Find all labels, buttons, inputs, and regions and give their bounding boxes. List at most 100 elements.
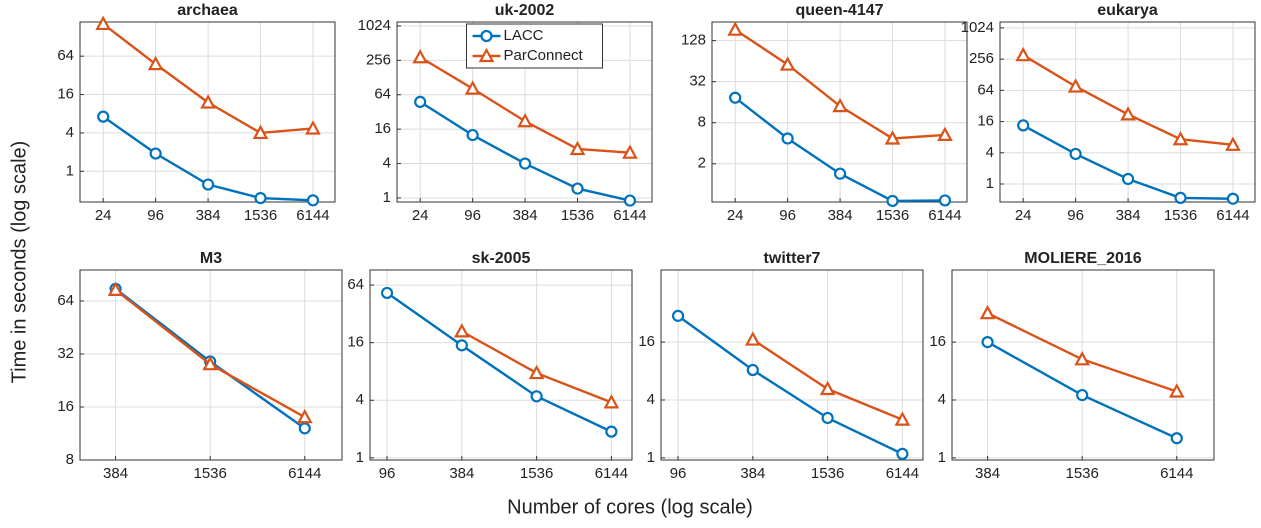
marker xyxy=(1067,78,1084,93)
x-tick-label: 24 xyxy=(95,207,112,224)
x-tick-label: 1536 xyxy=(876,207,909,224)
marker xyxy=(1121,172,1135,186)
y-tick-label: 4 xyxy=(986,144,994,161)
axes-frame xyxy=(951,269,1215,461)
y-tick-label: 32 xyxy=(689,73,706,90)
y-tick-label: 64 xyxy=(347,276,364,293)
x-tick-label: 6144 xyxy=(1160,465,1193,482)
marker xyxy=(886,194,899,208)
y-tick-label: 256 xyxy=(366,51,391,68)
x-tick-label: 96 xyxy=(379,465,396,482)
y-tick-label: 1 xyxy=(66,162,74,179)
chart-title: uk-2002 xyxy=(495,2,555,19)
x-tick-label: 1536 xyxy=(811,465,844,482)
marker xyxy=(1174,191,1187,204)
x-tick-label: 384 xyxy=(449,465,474,482)
x-tick-label: 384 xyxy=(975,465,1000,482)
marker xyxy=(779,56,796,71)
marker xyxy=(1069,147,1082,161)
marker xyxy=(518,157,532,170)
axes-frame xyxy=(79,269,343,461)
x-tick-label: 96 xyxy=(1067,207,1084,224)
axes-frame xyxy=(396,21,653,203)
marker xyxy=(896,447,909,460)
x-tick-label: 1536 xyxy=(520,465,553,482)
axes-frame xyxy=(711,21,968,203)
marker xyxy=(201,178,215,191)
x-tick-label: 1536 xyxy=(244,207,277,224)
marker xyxy=(884,130,901,145)
x-tick-label: 96 xyxy=(670,465,687,482)
x-tick-label: 96 xyxy=(147,207,164,224)
marker xyxy=(819,380,836,396)
y-tick-label: 4 xyxy=(356,391,364,408)
marker xyxy=(97,110,110,123)
marker xyxy=(305,120,321,135)
marker xyxy=(979,304,996,320)
marker xyxy=(571,182,584,195)
x-tick-label: 384 xyxy=(196,207,221,224)
chart-title: eukarya xyxy=(1097,2,1158,19)
y-tick-label: 8 xyxy=(698,114,706,131)
marker xyxy=(1076,388,1089,402)
marker xyxy=(622,144,638,159)
x-tick-label: 6144 xyxy=(613,207,646,224)
legend-label: LACC xyxy=(504,27,544,44)
marker xyxy=(466,128,479,142)
marker xyxy=(671,309,685,322)
marker xyxy=(296,408,313,424)
marker xyxy=(894,411,911,426)
marker xyxy=(781,132,794,145)
y-tick-label: 1 xyxy=(383,189,391,206)
y-tick-label: 256 xyxy=(969,50,994,67)
marker xyxy=(200,94,216,109)
marker xyxy=(727,21,744,36)
marker xyxy=(517,112,533,128)
y-tick-label: 16 xyxy=(57,86,74,103)
x-tick-label: 6144 xyxy=(1216,207,1249,224)
marker xyxy=(1017,119,1030,132)
x-tick-label: 1536 xyxy=(1065,465,1098,482)
chart-title: queen-4147 xyxy=(795,2,883,19)
marker xyxy=(149,147,162,160)
y-tick-label: 1 xyxy=(986,175,994,192)
marker xyxy=(464,80,481,95)
y-tick-label: 32 xyxy=(57,345,74,362)
x-tick-label: 1536 xyxy=(193,465,226,482)
x-axis-label: Number of cores (log scale) xyxy=(507,496,753,518)
marker xyxy=(605,425,618,438)
marker xyxy=(414,95,427,108)
y-tick-label: 64 xyxy=(977,81,994,98)
marker xyxy=(202,355,219,371)
x-tick-label: 6144 xyxy=(886,465,919,482)
legend-label: ParConnect xyxy=(504,47,584,64)
marker xyxy=(832,97,848,113)
marker xyxy=(1170,432,1183,445)
y-tick-label: 1 xyxy=(356,449,364,466)
axes-frame xyxy=(999,21,1256,203)
marker xyxy=(833,167,847,180)
y-tick-label: 1024 xyxy=(358,17,391,34)
marker xyxy=(1225,136,1241,151)
marker xyxy=(412,48,429,64)
marker xyxy=(1172,130,1189,146)
chart-title: sk-2005 xyxy=(472,250,531,267)
marker xyxy=(298,422,311,435)
series-line xyxy=(386,291,612,433)
chart-title: twitter7 xyxy=(764,250,821,267)
y-tick-label: 16 xyxy=(929,333,946,350)
x-tick-label: 384 xyxy=(740,465,765,482)
marker xyxy=(1226,192,1240,205)
x-tick-label: 1536 xyxy=(561,207,594,224)
y-tick-label: 64 xyxy=(374,86,391,103)
marker xyxy=(1120,106,1136,121)
marker xyxy=(306,194,320,207)
x-tick-label: 6144 xyxy=(595,465,628,482)
y-tick-label: 4 xyxy=(647,391,655,408)
x-tick-label: 96 xyxy=(779,207,796,224)
marker xyxy=(744,331,761,346)
marker xyxy=(95,15,112,31)
y-tick-label: 1024 xyxy=(961,19,994,36)
marker xyxy=(254,191,267,205)
